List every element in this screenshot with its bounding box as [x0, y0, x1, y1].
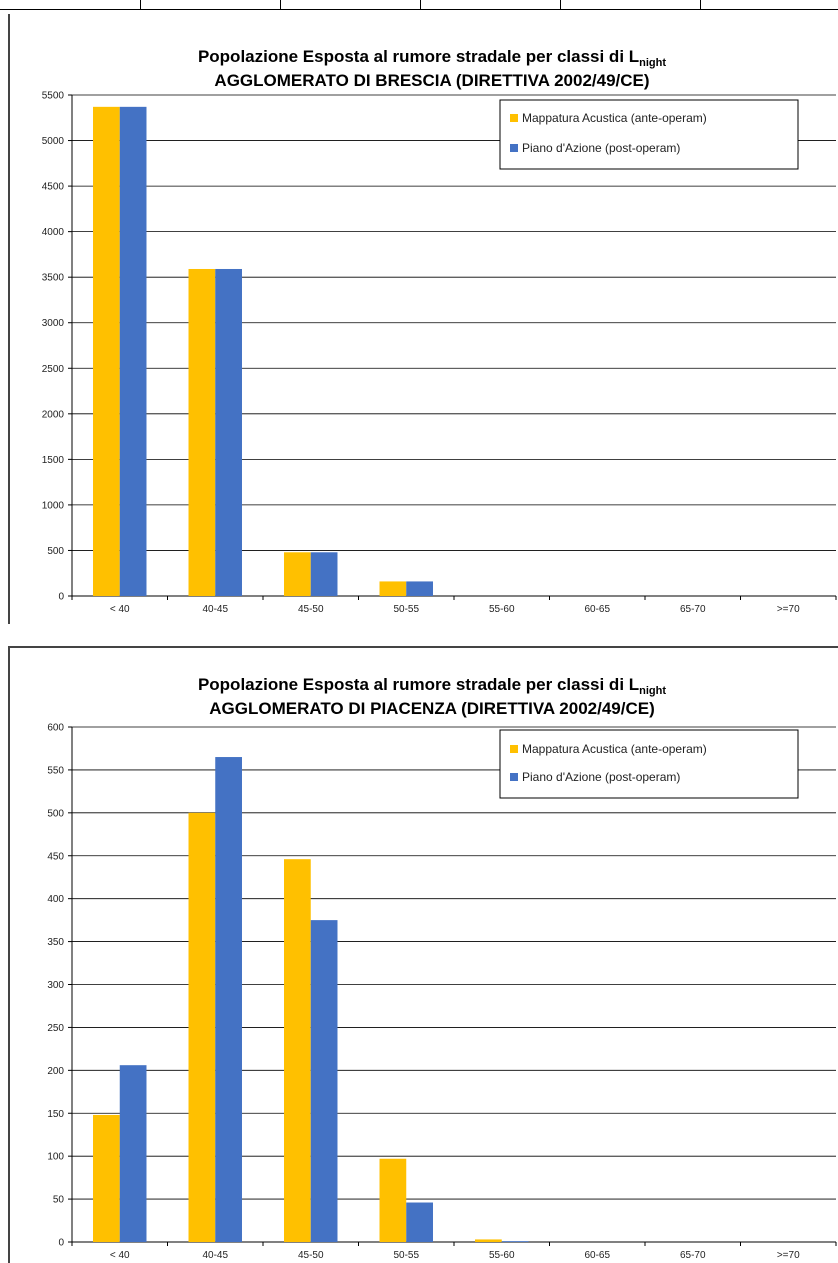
x-tick-label: 40-45 [202, 1250, 228, 1261]
legend: Mappatura Acustica (ante-operam) Piano d… [499, 99, 799, 170]
bar-ante [284, 552, 311, 596]
bar-ante [379, 581, 407, 596]
chart-title-line1: Popolazione Esposta al rumore stradale p… [198, 675, 666, 697]
bar-ante [475, 1239, 502, 1242]
x-tick-label: 45-50 [298, 1250, 324, 1261]
chart-panel-brescia: Popolazione Esposta al rumore stradale p… [8, 14, 838, 624]
chart-title-line1: Popolazione Esposta al rumore stradale p… [198, 47, 666, 69]
bar-post [215, 757, 242, 1242]
bar-ante [188, 812, 216, 1242]
y-tick-label: 150 [47, 1109, 64, 1120]
y-tick-label: 400 [47, 894, 64, 905]
y-tick-label: 2500 [42, 364, 65, 375]
y-tick-label: 2000 [42, 409, 65, 420]
x-tick-label: 55-60 [489, 604, 515, 615]
legend-label-post: Piano d'Azione (post-operam) [522, 770, 680, 784]
bar-post [501, 1241, 529, 1242]
legend-box [499, 99, 799, 170]
bar-post [310, 552, 338, 596]
y-axis-ticks: 0 500 1000 1500 2000 2500 3000 3500 4000 4500 5000… [42, 91, 73, 603]
x-tick-label: 45-50 [298, 604, 324, 615]
x-tick-label: < 40 [110, 604, 130, 615]
legend-label-ante: Mappatura Acustica (ante-operam) [522, 742, 707, 756]
x-tick-label: 50-55 [393, 604, 419, 615]
y-tick-label: 600 [47, 723, 64, 734]
x-tick-label: 40-45 [202, 604, 228, 615]
y-tick-label: 200 [47, 1066, 64, 1077]
chart-title-line2: AGGLOMERATO DI BRESCIA (DIRETTIVA 2002/4… [214, 71, 649, 90]
bars [93, 106, 433, 596]
bar-post [406, 1202, 433, 1242]
x-tick-label: 50-55 [393, 1250, 419, 1261]
bar-ante [93, 106, 120, 596]
x-tick-label: 65-70 [680, 1250, 706, 1261]
legend-swatch-post [510, 773, 518, 781]
bar-post [310, 920, 338, 1242]
bar-ante [379, 1158, 407, 1242]
legend-swatch-ante [510, 114, 518, 122]
chart-piacenza: Popolazione Esposta al rumore stradale p… [47, 675, 837, 1261]
x-tick-label: >=70 [777, 604, 800, 615]
gridlines [72, 726, 836, 1243]
legend-box [499, 729, 799, 799]
y-tick-label: 550 [47, 765, 64, 776]
bars [93, 757, 529, 1242]
y-tick-label: 4500 [42, 182, 65, 193]
bar-ante [284, 859, 311, 1242]
x-tick-label: < 40 [110, 1250, 130, 1261]
y-tick-label: 3000 [42, 318, 65, 329]
legend-label-post: Piano d'Azione (post-operam) [522, 141, 680, 155]
gridlines [72, 94, 836, 597]
y-tick-label: 250 [47, 1023, 64, 1034]
x-tick-label: >=70 [777, 1250, 800, 1261]
legend-swatch-post [510, 144, 518, 152]
y-tick-label: 5500 [42, 91, 65, 102]
y-tick-label: 300 [47, 980, 64, 991]
x-axis-ticks: < 40 40-45 45-50 50-55 55-60 60-65 65-70 >=70 [71, 596, 837, 615]
bar-ante [93, 1114, 120, 1242]
top-table-border [0, 0, 838, 10]
chart-brescia: Popolazione Esposta al rumore stradale p… [42, 47, 837, 615]
y-tick-label: 5000 [42, 136, 65, 147]
chart-panel-piacenza: Popolazione Esposta al rumore stradale p… [8, 646, 838, 1263]
x-tick-label: 55-60 [489, 1250, 515, 1261]
x-tick-label: 60-65 [584, 604, 610, 615]
y-tick-label: 100 [47, 1152, 64, 1163]
x-tick-label: 60-65 [584, 1250, 610, 1261]
legend-label-ante: Mappatura Acustica (ante-operam) [522, 111, 707, 125]
bar-post [119, 106, 147, 596]
y-tick-label: 0 [58, 592, 64, 603]
y-tick-label: 450 [47, 851, 64, 862]
legend-swatch-ante [510, 745, 518, 753]
y-tick-label: 1500 [42, 455, 65, 466]
bar-ante [188, 268, 216, 596]
bar-post [406, 581, 433, 596]
bar-post [119, 1065, 147, 1242]
bar-post [215, 268, 242, 596]
x-tick-label: 65-70 [680, 604, 706, 615]
y-tick-label: 0 [58, 1238, 64, 1249]
y-tick-label: 4000 [42, 227, 65, 238]
legend: Mappatura Acustica (ante-operam) Piano d… [499, 729, 799, 799]
y-tick-label: 1000 [42, 500, 65, 511]
x-axis-ticks: < 40 40-45 45-50 50-55 55-60 60-65 65-70 >=70 [71, 1242, 837, 1261]
y-tick-label: 350 [47, 937, 64, 948]
y-tick-label: 50 [53, 1195, 65, 1206]
y-axis-ticks: 0 50 100 150 200 250 300 350 400 450 500 550 600 [47, 723, 73, 1249]
chart-title-line2: AGGLOMERATO DI PIACENZA (DIRETTIVA 2002/… [209, 699, 655, 718]
y-tick-label: 500 [47, 808, 64, 819]
y-tick-label: 3500 [42, 273, 65, 284]
y-tick-label: 500 [47, 546, 64, 557]
